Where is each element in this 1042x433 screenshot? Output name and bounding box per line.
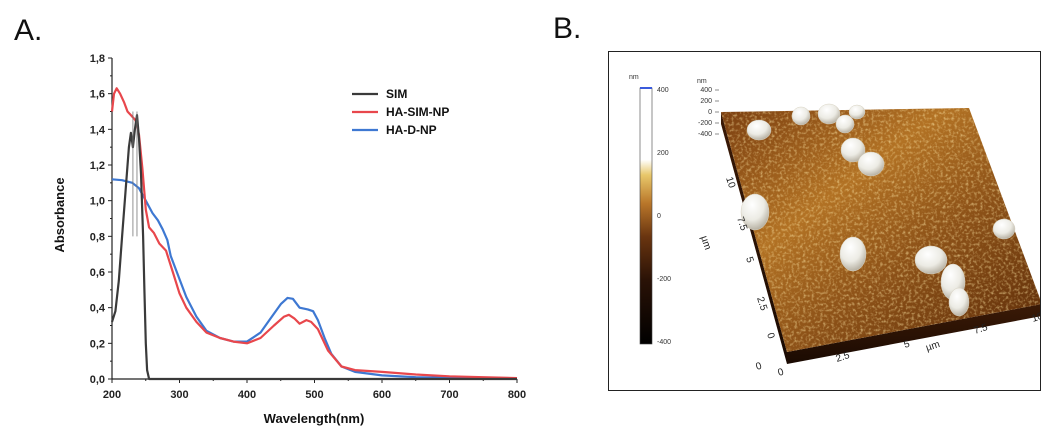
afm-z-tick: -400 — [698, 131, 712, 138]
afm-left-axis-tick: 0 — [764, 332, 776, 341]
panel-b-label: B. — [553, 12, 582, 45]
afm-z-unit: nm — [697, 78, 707, 85]
afm-colorbar-unit: nm — [629, 74, 639, 81]
series-line-sim — [110, 114, 517, 381]
afm-left-axis-tick: 7.5 — [734, 216, 749, 233]
legend: SIM HA-SIM-NP HA-D-NP — [352, 87, 449, 137]
afm-colorbar — [639, 87, 653, 345]
afm-colorbar-tick: 400 — [657, 87, 669, 94]
afm-z-tick: 400 — [700, 87, 712, 94]
series-line-ha-sim-np — [110, 87, 518, 380]
y-tick-label: 0,4 — [90, 303, 106, 315]
afm-front-side — [787, 304, 1040, 364]
afm-bottom-axis-tick: 10 — [1031, 311, 1041, 325]
y-tick-label: 0,8 — [90, 231, 105, 243]
x-axis-title: Wavelength(nm) — [264, 411, 365, 426]
afm-bottom-axis-tick: 5 — [903, 339, 912, 351]
afm-particle-peak — [740, 193, 770, 231]
afm-left-axis-unit: µm — [698, 235, 713, 252]
y-axis-title: Absorbance — [52, 177, 67, 252]
y-tick-label: 1,0 — [90, 196, 105, 208]
x-tick-label: 200 — [103, 389, 121, 401]
legend-label: HA-SIM-NP — [386, 105, 449, 119]
x-tick-label: 800 — [508, 389, 526, 401]
afm-particle-peak — [840, 137, 866, 163]
x-tick-label: 400 — [238, 389, 256, 401]
x-tick-label: 700 — [440, 389, 458, 401]
afm-image-panel: nm 400 200 0 -200 -400 nm 400 200 0 -200 -400 10… — [608, 51, 1041, 391]
x-tick-label: 500 — [305, 389, 323, 401]
y-tick-label: 1,2 — [90, 160, 105, 172]
y-tick-label: 0,6 — [90, 267, 105, 279]
panel-a-label: A. — [14, 14, 43, 47]
afm-colorbar-tick: -200 — [657, 276, 671, 283]
afm-bottom-axis-tick: 2.5 — [835, 350, 852, 365]
afm-left-side — [721, 112, 787, 364]
y-tick-label: 1,6 — [90, 89, 105, 101]
afm-particle-peak — [817, 103, 841, 125]
y-tick-label: 0,2 — [90, 338, 105, 350]
afm-z-tick: 0 — [708, 109, 712, 116]
afm-3d-surface: nm 400 200 0 -200 -400 nm 400 200 0 -200 -400 10… — [629, 74, 1041, 379]
afm-particle-peak — [791, 106, 811, 126]
legend-label: HA-D-NP — [386, 123, 437, 137]
afm-bottom-axis-tick: 7.5 — [973, 322, 990, 337]
afm-particle-peak — [914, 245, 948, 275]
afm-left-axis-tick: 5 — [743, 256, 755, 265]
y-tick-label: 1,8 — [90, 53, 105, 65]
y-tick-label: 0,0 — [90, 374, 105, 386]
afm-colorbar-tick: 200 — [657, 150, 669, 157]
afm-particle-peak — [746, 119, 772, 141]
afm-particle-peak — [992, 218, 1016, 240]
afm-bottom-axis-unit: µm — [925, 339, 942, 354]
afm-particle-peak — [948, 287, 970, 317]
afm-z-tick: -200 — [698, 120, 712, 127]
absorbance-spectrum-chart: 200 300 400 500 600 700 800 0,0 0,2 0,4 0,6 0,8 1,0… — [52, 53, 526, 426]
y-tick-label: 1,4 — [90, 124, 106, 136]
afm-particle-peak — [848, 104, 866, 120]
afm-bottom-axis-tick: 0 — [777, 367, 786, 379]
x-tick-label: 600 — [373, 389, 391, 401]
afm-z-tick: 200 — [700, 98, 712, 105]
afm-origin-label: 0 — [755, 361, 764, 373]
x-tick-label: 300 — [170, 389, 188, 401]
afm-peaks — [740, 103, 1016, 317]
afm-left-axis-tick: 2.5 — [754, 296, 769, 313]
afm-particle-peak — [835, 114, 855, 134]
afm-colorbar-tick: 0 — [657, 213, 661, 220]
afm-colorbar-tick: -400 — [657, 339, 671, 346]
legend-label: SIM — [386, 87, 407, 101]
series-line-ha-d-np — [111, 178, 518, 380]
afm-left-axis-tick: 10 — [723, 176, 737, 190]
afm-particle-peak — [857, 151, 885, 177]
afm-particle-peak — [839, 236, 867, 272]
